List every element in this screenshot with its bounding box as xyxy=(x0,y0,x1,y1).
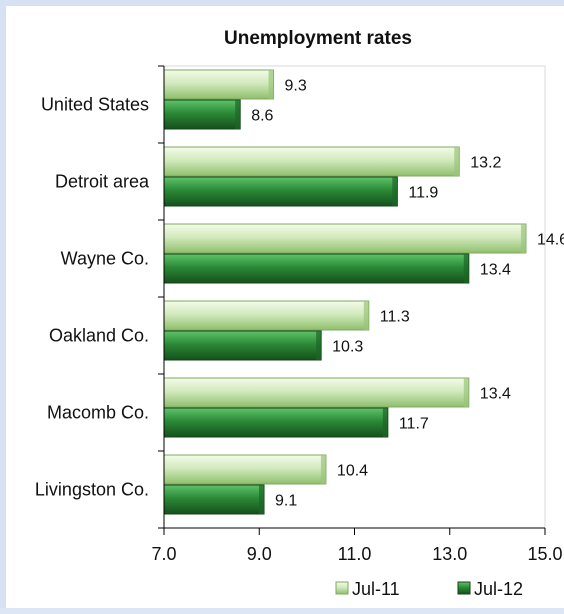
legend-label-jul-12: Jul-12 xyxy=(474,579,523,599)
bar-united-states-jul-11 xyxy=(163,69,275,100)
bar-wayne-co-jul-12 xyxy=(163,253,470,284)
bar-united-states-jul-12 xyxy=(163,99,241,130)
category-label-oakland-co: Oakland Co. xyxy=(49,326,149,346)
category-label-detroit-area: Detroit area xyxy=(55,172,150,192)
data-label-detroit-area-jul-12: 11.9 xyxy=(408,185,438,202)
bar-cap-detroit-area-jul-11 xyxy=(454,147,460,176)
data-label-oakland-co-jul-11: 11.3 xyxy=(380,309,410,326)
bar-cap-detroit-area-jul-12 xyxy=(392,177,398,206)
bar-cap-livingston-co-jul-11 xyxy=(320,455,326,484)
bar-wayne-co-jul-11 xyxy=(163,223,527,254)
data-label-macomb-co-jul-12: 11.7 xyxy=(399,416,429,433)
bar-oakland-co-jul-12 xyxy=(163,330,322,361)
x-tick-label: 15.0 xyxy=(527,544,562,564)
chart-title: Unemployment rates xyxy=(224,28,412,49)
bar-cap-macomb-co-jul-11 xyxy=(463,378,469,407)
data-label-united-states-jul-12: 8.6 xyxy=(251,108,273,125)
bar-cap-united-states-jul-11 xyxy=(268,70,274,99)
category-label-macomb-co: Macomb Co. xyxy=(47,403,149,423)
data-label-detroit-area-jul-11: 13.2 xyxy=(470,155,501,172)
unemployment-bar-chart: Unemployment rates 9.3 8.6 13.2 11.9 14.6 13.… xyxy=(35,28,564,599)
legend-label-jul-11: Jul-11 xyxy=(352,579,400,599)
bar-oakland-co-jul-11 xyxy=(163,300,370,331)
bar-cap-livingston-co-jul-12 xyxy=(259,485,265,514)
category-label-wayne-co: Wayne Co. xyxy=(61,249,149,269)
data-label-livingston-co-jul-12: 9.1 xyxy=(275,493,297,510)
bar-detroit-area-jul-11 xyxy=(163,146,460,177)
x-tick-label: 11.0 xyxy=(338,544,372,564)
data-label-wayne-co-jul-12: 13.4 xyxy=(480,262,511,279)
legend-swatch-jul-11 xyxy=(335,581,349,595)
bar-macomb-co-jul-11 xyxy=(163,377,470,408)
bar-cap-oakland-co-jul-12 xyxy=(316,331,322,360)
bar-macomb-co-jul-12 xyxy=(163,407,389,438)
bar-cap-wayne-co-jul-12 xyxy=(463,254,469,283)
bar-cap-united-states-jul-12 xyxy=(235,100,241,129)
bar-detroit-area-jul-12 xyxy=(163,176,398,207)
category-label-united-states: United States xyxy=(41,95,149,115)
bar-cap-oakland-co-jul-11 xyxy=(363,301,369,330)
bar-cap-macomb-co-jul-12 xyxy=(382,408,388,437)
data-label-wayne-co-jul-11: 14.6 xyxy=(537,232,564,249)
data-label-macomb-co-jul-11: 13.4 xyxy=(480,386,511,403)
data-label-united-states-jul-11: 9.3 xyxy=(285,78,307,95)
category-label-livingston-co: Livingston Co. xyxy=(35,480,149,500)
bar-livingston-co-jul-11 xyxy=(163,454,327,485)
data-label-livingston-co-jul-11: 10.4 xyxy=(337,463,368,480)
x-tick-label: 7.0 xyxy=(151,544,176,564)
data-label-oakland-co-jul-12: 10.3 xyxy=(332,339,363,356)
bar-cap-wayne-co-jul-11 xyxy=(520,224,526,253)
bar-livingston-co-jul-12 xyxy=(163,484,265,515)
x-tick-label: 9.0 xyxy=(247,544,272,564)
x-tick-label: 13.0 xyxy=(432,544,467,564)
legend-swatch-jul-12 xyxy=(457,581,471,595)
